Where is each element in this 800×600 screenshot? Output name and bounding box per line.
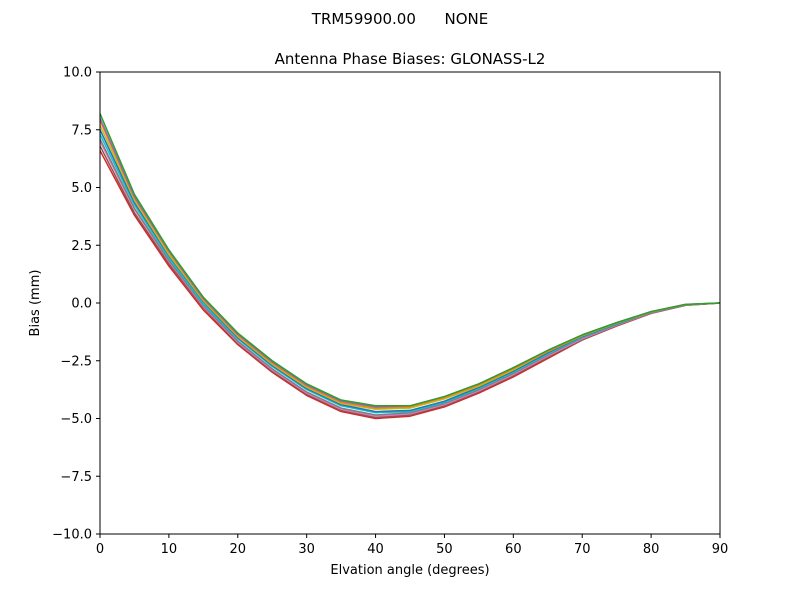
x-tick-label: 10: [161, 542, 178, 557]
y-tick-label: −5.0: [60, 412, 92, 427]
chart-title: Antenna Phase Biases: GLONASS-L2: [275, 50, 546, 68]
series-line-2: [99, 145, 721, 419]
series-line-3: [99, 140, 721, 417]
x-tick-label: 60: [505, 542, 522, 557]
plot-frame: [99, 71, 721, 535]
y-tick-label: −7.5: [60, 470, 92, 485]
x-tick-label: 50: [436, 542, 453, 557]
x-tick-label: 70: [574, 542, 591, 557]
series-line-7: [99, 124, 721, 411]
x-tick-label: 40: [367, 542, 384, 557]
series-line-8: [99, 120, 721, 409]
x-tick-label: 20: [230, 542, 247, 557]
y-tick-label: 10.0: [63, 66, 92, 81]
x-tick-label: 30: [298, 542, 315, 557]
series-line-10: [99, 113, 721, 407]
x-axis-label: Elvation angle (degrees): [330, 563, 489, 578]
y-tick-label: 7.5: [71, 123, 92, 138]
x-tick-label: 0: [96, 542, 104, 557]
y-axis-label: Bias (mm): [28, 270, 43, 337]
y-tick-label: 2.5: [71, 239, 92, 254]
series-line-6: [99, 129, 721, 413]
x-tick-label: 80: [643, 542, 660, 557]
y-tick-label: 5.0: [71, 181, 92, 196]
series-line-9: [99, 117, 721, 408]
series-line-5: [99, 134, 721, 414]
y-tick-label: 0.0: [71, 297, 92, 312]
x-tick-label: 90: [712, 542, 729, 557]
tick-layer: 0 10 20 30 40 50 60 70 80 90 10.0 7.5 5.0 2.5 0.0 −2.5 −…: [52, 66, 728, 558]
series-line-4: [99, 138, 721, 416]
chart-suptitle: TRM59900.00 NONE: [311, 10, 488, 28]
y-tick-label: −10.0: [52, 528, 92, 543]
y-tick-label: −2.5: [60, 354, 92, 369]
series-layer: [99, 113, 721, 420]
